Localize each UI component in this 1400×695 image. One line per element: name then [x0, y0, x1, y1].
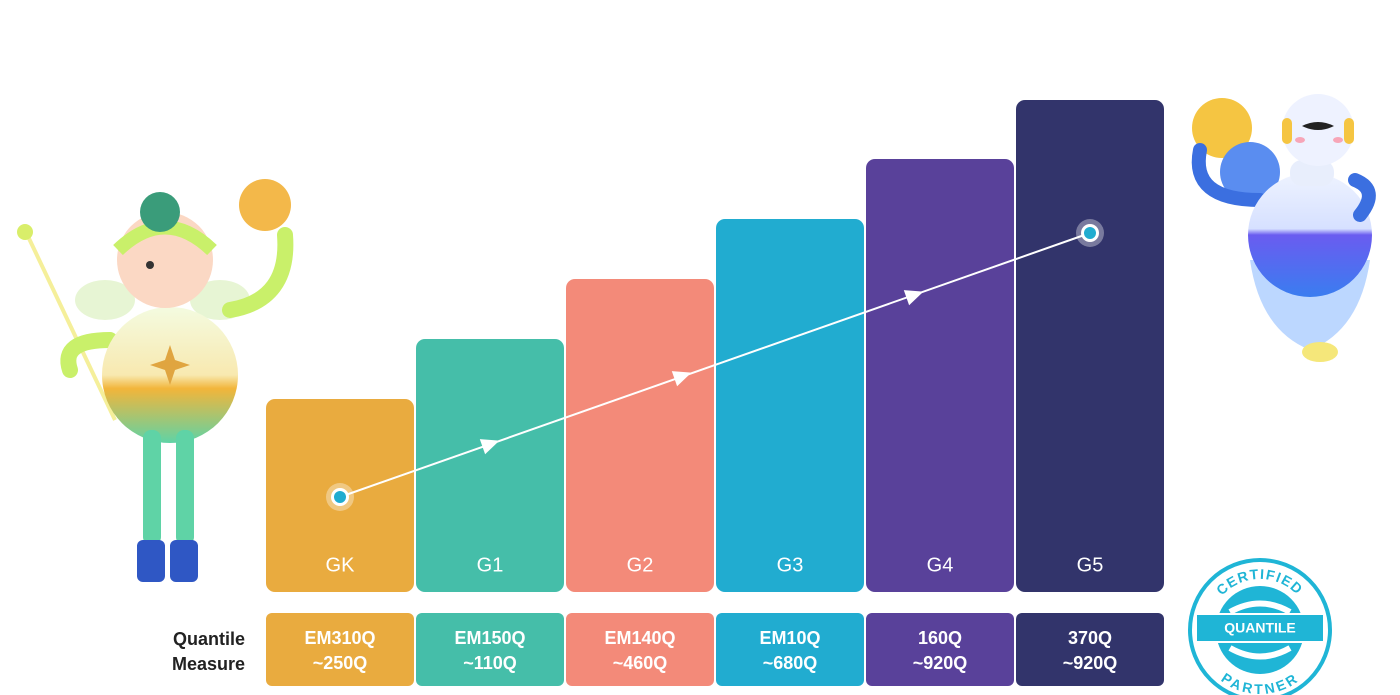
fairy-illustration	[17, 179, 294, 582]
grade-bar	[1016, 100, 1164, 592]
measure-text: ~110Q	[463, 653, 517, 673]
measure-text: 370Q	[1068, 628, 1112, 648]
measure-text: EM140Q	[604, 628, 675, 648]
progress-arrow	[326, 219, 1104, 511]
measure-text: ~250Q	[313, 653, 368, 673]
measure-text: EM10Q	[759, 628, 820, 648]
measure-text: ~920Q	[913, 653, 968, 673]
row-label: Quantile	[173, 629, 245, 649]
grade-label: GK	[326, 554, 356, 576]
grade-label: G5	[1077, 554, 1104, 576]
measure-text: ~680Q	[763, 653, 818, 673]
badge-middle: QUANTILE	[1224, 620, 1296, 636]
grade-bar	[716, 219, 864, 592]
measure-box	[716, 613, 864, 686]
grade-label: G4	[927, 554, 954, 576]
measure-box	[866, 613, 1014, 686]
grade-bar	[866, 159, 1014, 592]
grade-label: G3	[777, 554, 804, 576]
measure-text: 160Q	[918, 628, 962, 648]
grade-label: G2	[627, 554, 654, 576]
measure-text: ~460Q	[613, 653, 668, 673]
grade-label: G1	[477, 554, 504, 576]
measure-text: EM150Q	[454, 628, 525, 648]
measure-box	[266, 613, 414, 686]
measure-box	[416, 613, 564, 686]
grade-bar	[566, 279, 714, 592]
measure-text: EM310Q	[304, 628, 375, 648]
robot-illustration	[1191, 94, 1376, 362]
measure-text: ~920Q	[1063, 653, 1118, 673]
row-label: Measure	[172, 654, 245, 674]
measure-box	[1016, 613, 1164, 686]
measure-box	[566, 613, 714, 686]
certified-badge: QUANTILE CERTIFIED PARTNER	[1188, 558, 1332, 695]
grade-bar	[416, 339, 564, 592]
